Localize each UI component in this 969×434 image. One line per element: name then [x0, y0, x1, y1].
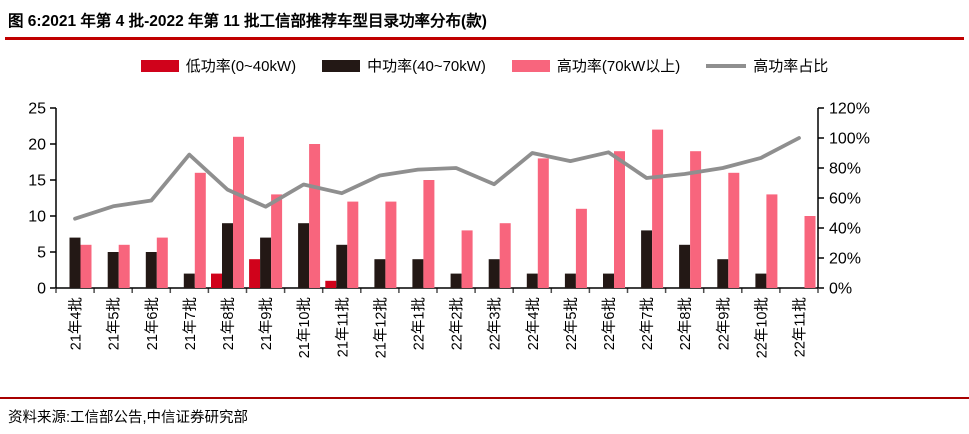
- right-axis-tick-label: 60%: [829, 191, 861, 208]
- legend-label-low-power: 低功率(0~40kW): [185, 58, 297, 75]
- bar-mid-power-21年10批: [298, 223, 310, 288]
- source-row: 资料来源:工信部公告,中信证券研究部: [0, 397, 969, 434]
- chart-canvas: 0 5 10 15 20 25 0% 20% 40% 60% 80% 100% 120% 21年4批 21年…: [28, 101, 870, 359]
- bar-mid-power-22年5批: [564, 273, 576, 288]
- bar-low-power-21年9批: [249, 259, 261, 288]
- bar-high-power-22年9批: [728, 172, 740, 288]
- x-axis-category-label: 21年4批: [68, 297, 85, 350]
- legend-item-low-power: 低功率(0~40kW): [140, 55, 297, 76]
- legend-item-high-power: 高功率(70kW以上): [511, 55, 681, 76]
- bar-mid-power-21年9批: [260, 237, 272, 288]
- bar-mid-power-21年4批: [69, 237, 81, 288]
- bar-mid-power-22年8批: [679, 244, 691, 288]
- x-axis-category-label: 22年9批: [715, 297, 732, 350]
- x-axis-category-label: 22年2批: [449, 297, 466, 350]
- bar-low-power-21年8批: [211, 273, 222, 288]
- legend-label-high-power: 高功率(70kW以上): [556, 58, 681, 75]
- legend-item-high-power-ratio: 高功率占比: [706, 55, 828, 76]
- x-axis-category-label: 22年3批: [487, 297, 504, 350]
- bar-high-power-22年2批: [461, 230, 473, 288]
- x-axis-category-label: 22年10批: [753, 297, 770, 358]
- bar-high-power-21年6批: [156, 237, 168, 288]
- bar-high-power-21年8批: [233, 136, 244, 288]
- bar-low-power-21年11批: [325, 280, 337, 288]
- bar-high-power-22年6批: [614, 151, 625, 288]
- mid-power-swatch: [322, 59, 361, 72]
- high-power-swatch: [511, 59, 550, 72]
- left-axis-tick-label: 15: [28, 173, 46, 190]
- source-text: 资料来源:工信部公告,中信证券研究部: [8, 410, 249, 426]
- legend-label-mid-power: 中功率(40~70kW): [367, 58, 486, 75]
- bar-high-power-22年5批: [575, 208, 587, 288]
- x-axis-category-label: 21年8批: [220, 297, 237, 350]
- bar-mid-power-22年10批: [755, 273, 767, 288]
- right-axis-tick-label: 120%: [829, 101, 870, 118]
- x-axis-category-label: 22年1批: [410, 297, 427, 350]
- x-axis-category-label: 22年11批: [791, 297, 808, 357]
- bar-mid-power-21年11批: [336, 244, 348, 288]
- legend-item-mid-power: 中功率(40~70kW): [322, 55, 486, 76]
- x-axis-category-label: 22年7批: [639, 297, 656, 350]
- bar-high-power-22年7批: [652, 129, 664, 288]
- bar-mid-power-22年1批: [412, 259, 424, 288]
- low-power-swatch: [140, 59, 179, 72]
- x-axis-category-label: 21年6批: [144, 297, 161, 350]
- x-axis-category-label: 22年8批: [677, 297, 694, 350]
- left-axis-tick-label: 25: [28, 101, 46, 118]
- x-axis-category-label: 21年7批: [182, 297, 199, 350]
- bar-high-power-22年8批: [690, 151, 702, 288]
- bar-mid-power-22年2批: [450, 273, 462, 288]
- right-axis-tick-label: 0%: [829, 281, 852, 298]
- x-axis-category-label: 22年5批: [563, 297, 580, 350]
- bar-high-power-22年4批: [537, 158, 549, 288]
- x-axis-category-label: 22年6批: [601, 297, 618, 350]
- left-axis-tick-label: 5: [37, 245, 46, 262]
- x-axis-category-label: 21年12批: [372, 297, 389, 358]
- legend-label-high-power-ratio: 高功率占比: [753, 58, 829, 75]
- left-axis-tick-label: 20: [28, 137, 46, 154]
- chart-legend: 低功率(0~40kW) 中功率(40~70kW) 高功率(70kW以上) 高功率占比: [0, 55, 969, 76]
- bar-mid-power-22年9批: [717, 259, 729, 288]
- right-axis-tick-label: 20%: [829, 251, 861, 268]
- bar-mid-power-22年4批: [526, 273, 538, 288]
- bar-high-power-22年1批: [423, 180, 435, 288]
- left-axis-tick-label: 10: [28, 209, 46, 226]
- bar-mid-power-22年6批: [603, 273, 614, 288]
- bar-high-power-22年10批: [766, 194, 778, 288]
- x-axis-category-label: 21年5批: [106, 297, 123, 350]
- bar-mid-power-22年7批: [641, 230, 653, 288]
- bar-mid-power-21年8批: [222, 223, 233, 288]
- chart-area: 0 5 10 15 20 25 0% 20% 40% 60% 80% 100% 120% 21年4批 21年…: [0, 78, 969, 397]
- left-axis-tick-label: 0: [37, 281, 46, 298]
- x-axis-category-label: 21年9批: [258, 297, 275, 350]
- bar-high-power-21年9批: [271, 194, 283, 288]
- figure-title: 图 6:2021 年第 4 批-2022 年第 11 批工信部推荐车型目录功率分…: [8, 13, 487, 30]
- bar-high-power-21年4批: [80, 244, 92, 288]
- right-axis-tick-label: 100%: [829, 131, 870, 148]
- right-axis-tick-label: 40%: [829, 221, 861, 238]
- bar-high-power-21年12批: [385, 201, 397, 288]
- bar-high-power-21年10批: [309, 144, 321, 288]
- high-power-ratio-line: [73, 136, 801, 221]
- bar-high-power-21年11批: [347, 201, 359, 288]
- bar-high-power-21年7批: [194, 172, 206, 288]
- bar-mid-power-21年5批: [107, 252, 119, 288]
- bar-high-power-21年5批: [118, 244, 130, 288]
- bar-high-power-22年3批: [499, 223, 511, 288]
- x-axis-category-label: 21年10批: [296, 297, 313, 358]
- x-axis-category-label: 21年11批: [334, 297, 351, 357]
- bar-high-power-22年11批: [804, 216, 816, 288]
- bar-mid-power-22年3批: [488, 259, 500, 288]
- high-power-ratio-line-swatch: [706, 63, 747, 68]
- right-axis-tick-label: 80%: [829, 161, 861, 178]
- bar-mid-power-21年6批: [145, 252, 157, 288]
- x-axis-category-label: 22年4批: [525, 297, 542, 350]
- title-underline: [5, 37, 964, 40]
- bar-mid-power-21年7批: [183, 273, 195, 288]
- bar-mid-power-21年12批: [374, 259, 386, 288]
